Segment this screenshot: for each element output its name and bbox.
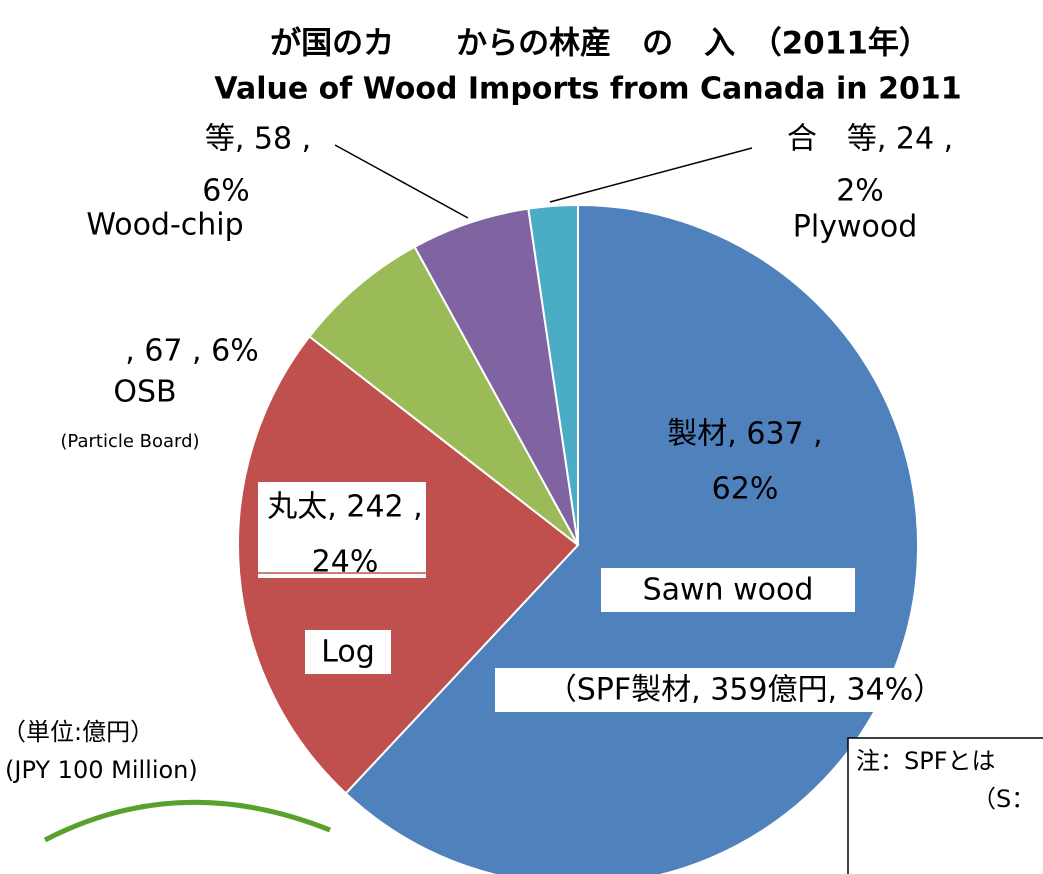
category-label: Wood-chip <box>86 208 243 243</box>
unit-label: （単位:億円） <box>2 718 154 746</box>
chart-subtitle: Value of Wood Imports from Canada in 201… <box>214 72 961 107</box>
category-label: Sawn wood <box>643 573 814 608</box>
data-label: 丸太, 242 , <box>267 490 422 525</box>
leader-line <box>334 144 469 219</box>
label-box <box>258 482 426 578</box>
osb-note: (Particle Board) <box>60 431 199 452</box>
category-label: Plywood <box>793 210 917 245</box>
note: （S： <box>972 785 1035 813</box>
data-label: 製材, 637 , <box>667 417 822 452</box>
category-label: Log <box>321 635 375 670</box>
annotation: （SPF製材, 359億円, 34%） <box>547 673 943 708</box>
note-box <box>847 737 1043 874</box>
unit-label: (JPY 100 Million) <box>5 756 198 784</box>
label-box <box>601 568 855 612</box>
data-label: 24% <box>312 545 379 580</box>
leader-line <box>549 147 753 203</box>
data-label: 合 等, 24 , <box>787 122 953 157</box>
label-box <box>495 668 995 712</box>
data-label: 等, 58 , <box>205 122 311 157</box>
data-label: , 67 , 6% <box>125 334 258 369</box>
note: 注：SPFとは <box>856 747 996 775</box>
data-label: 6% <box>202 174 250 209</box>
logo <box>43 799 331 843</box>
chart-title: が国のカ からの林産 の 入 （2011年） <box>270 26 930 62</box>
data-label: 2% <box>836 174 884 209</box>
label-box <box>305 630 391 674</box>
category-label: OSB <box>113 375 176 410</box>
pie-slice <box>527 203 579 546</box>
pie-slice <box>308 245 579 546</box>
data-label: 62% <box>712 472 779 507</box>
